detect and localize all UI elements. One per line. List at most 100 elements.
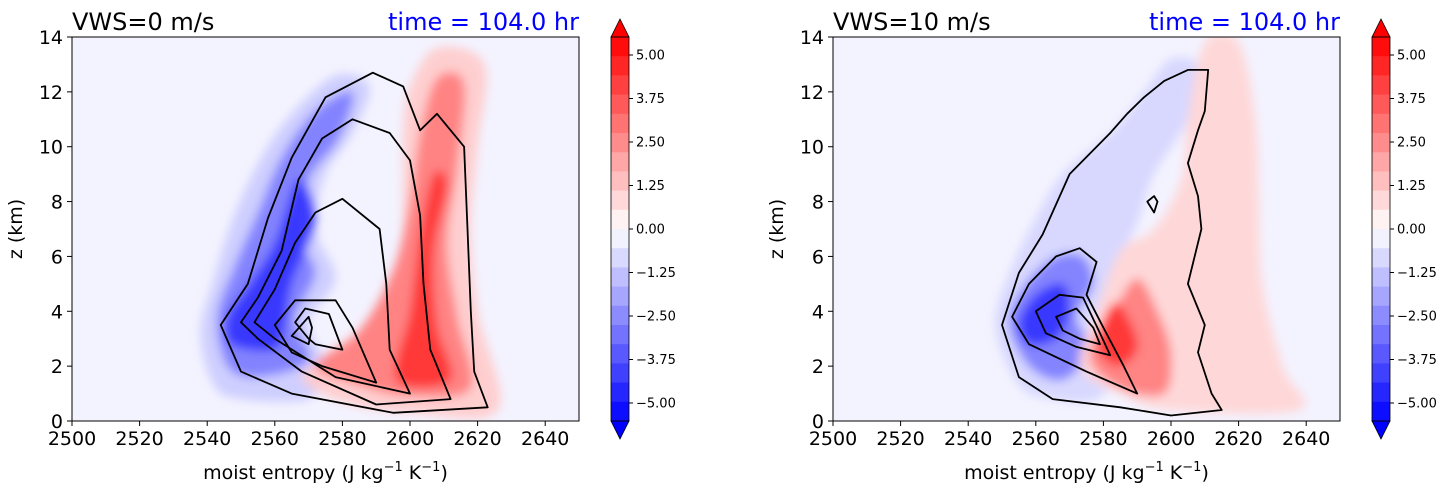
contour-line-2 xyxy=(1034,293,1112,357)
colorbar-tick-label-3: 1.25 xyxy=(636,179,665,194)
y-tick-label-1: 2 xyxy=(812,356,824,378)
colorbar-tick-label-0: 5.00 xyxy=(1397,49,1426,64)
x-tick-label-2: 2540 xyxy=(183,428,231,450)
colorbar-extend-top xyxy=(610,18,630,38)
colorbar-segment-14 xyxy=(611,305,629,326)
x-axis-label-part-3: −1 xyxy=(421,460,440,475)
x-axis-label-part-0: moist entropy (J kg xyxy=(964,462,1144,484)
x-tick-label-1: 2520 xyxy=(876,428,924,450)
contour-line-5 xyxy=(290,315,313,346)
panel-vws-0: 2500 2520 2540 2560 2580 2600 2620 2640 0 2 4 6 8 10 1… xyxy=(5,8,676,484)
panel-vws-10: 2500 2520 2540 2560 2580 2600 2620 2640 0 2 4 6 8 10 1… xyxy=(766,8,1437,484)
x-axis-label: moist entropy (J kg−1 K−1) xyxy=(203,460,448,484)
panel-title: VWS=0 m/s xyxy=(72,8,214,36)
x-tick-label-6: 2620 xyxy=(1214,428,1262,450)
contour-line-1 xyxy=(240,118,452,406)
colorbar-tick-label-2: 2.50 xyxy=(636,136,665,151)
colorbar-segment-7 xyxy=(1372,171,1390,192)
colorbar-segment-2 xyxy=(1372,75,1390,96)
x-tick-label-6: 2620 xyxy=(453,428,501,450)
colorbar-tick-label-4: 0.00 xyxy=(1397,223,1426,238)
x-tick-label-2: 2540 xyxy=(944,428,992,450)
y-tick-label-7: 14 xyxy=(39,27,63,49)
colorbar-tick-label-8: −5.00 xyxy=(1397,397,1437,412)
x-axis-label-part-2: K xyxy=(1164,462,1183,484)
colorbar-segment-8 xyxy=(611,190,629,211)
time-title: time = 104.0 hr xyxy=(388,8,579,36)
colorbar-segment-1 xyxy=(1372,56,1390,76)
colorbar: 5.00 3.75 2.50 1.25 0.00 −1.25 −2.50 −3.75 −5.00 xyxy=(610,18,676,440)
colorbar-tick-label-7: −3.75 xyxy=(1397,353,1437,368)
x-tick-label-7: 2640 xyxy=(1282,428,1330,450)
y-tick-label-3: 6 xyxy=(51,246,63,268)
colorbar-segment-15 xyxy=(611,325,629,345)
contour-lines xyxy=(1001,69,1223,417)
x-tick-label-7: 2640 xyxy=(521,428,569,450)
y-tick-label-0: 0 xyxy=(812,411,824,433)
colorbar-tick-label-5: −1.25 xyxy=(1397,266,1437,281)
colorbar-segment-13 xyxy=(611,286,629,307)
y-tick-label-0: 0 xyxy=(51,411,63,433)
colorbar-tick-label-2: 2.50 xyxy=(1397,136,1426,151)
contour-line-3 xyxy=(1055,307,1101,346)
x-axis-label-part-1: −1 xyxy=(1145,460,1164,475)
x-axis-label-part-4: ) xyxy=(440,462,447,484)
colorbar-tick-label-4: 0.00 xyxy=(636,223,665,238)
x-axis-label-part-2: K xyxy=(403,462,422,484)
colorbar-tick-label-6: −2.50 xyxy=(1397,310,1437,325)
colorbar-segment-9 xyxy=(611,209,629,230)
y-axis-label: z (km) xyxy=(766,199,788,259)
fill-region-5 xyxy=(1096,302,1138,367)
y-tick-label-5: 10 xyxy=(800,137,824,159)
x-tick-label-0: 2500 xyxy=(48,428,96,450)
colorbar-segment-6 xyxy=(611,152,629,172)
colorbar-segment-3 xyxy=(1372,94,1390,115)
y-tick-label-5: 10 xyxy=(39,137,63,159)
colorbar-segment-8 xyxy=(1372,190,1390,211)
colorbar-segment-18 xyxy=(1372,382,1390,403)
colorbar-segment-4 xyxy=(1372,113,1390,134)
contour-line-4 xyxy=(294,307,344,351)
x-axis-label: moist entropy (J kg−1 K−1) xyxy=(964,460,1209,484)
x-tick-label-5: 2600 xyxy=(386,428,434,450)
filled-contour-blur xyxy=(995,37,1306,414)
y-tick-label-2: 4 xyxy=(51,301,63,323)
colorbar-extend-top xyxy=(1371,18,1391,38)
x-tick-label-3: 2560 xyxy=(1012,428,1060,450)
panel-title: VWS=10 m/s xyxy=(833,8,991,36)
colorbar-extend-bottom xyxy=(1371,420,1391,440)
x-tick-label-0: 2500 xyxy=(809,428,857,450)
colorbar-tick-label-6: −2.50 xyxy=(636,310,676,325)
x-axis-label-part-1: −1 xyxy=(384,460,403,475)
colorbar-segment-0 xyxy=(611,37,629,57)
x-tick-label-3: 2560 xyxy=(251,428,299,450)
contour-line-0 xyxy=(1001,69,1223,417)
colorbar-segment-2 xyxy=(611,75,629,96)
y-tick-label-3: 6 xyxy=(812,246,824,268)
colorbar-tick-label-7: −3.75 xyxy=(636,353,676,368)
colorbar-segment-7 xyxy=(611,171,629,192)
y-tick-label-6: 12 xyxy=(800,82,824,104)
y-axis-label: z (km) xyxy=(5,199,27,259)
fill-region-2 xyxy=(225,179,316,351)
colorbar-segment-0 xyxy=(1372,37,1390,57)
x-axis-label-part-4: ) xyxy=(1201,462,1208,484)
y-tick-label-4: 8 xyxy=(51,192,63,214)
colorbar-segment-11 xyxy=(1372,248,1390,268)
colorbar-segment-17 xyxy=(1372,363,1390,384)
colorbar-tick-label-1: 3.75 xyxy=(636,92,665,107)
colorbar-segment-13 xyxy=(1372,286,1390,307)
y-tick-label-1: 2 xyxy=(51,356,63,378)
colorbar-tick-label-0: 5.00 xyxy=(636,49,665,64)
colorbar-segment-1 xyxy=(611,56,629,76)
x-tick-label-4: 2580 xyxy=(1079,428,1127,450)
colorbar-segment-4 xyxy=(611,113,629,134)
colorbar-segment-19 xyxy=(611,401,629,422)
x-tick-label-5: 2600 xyxy=(1147,428,1195,450)
contour-line-0 xyxy=(219,71,489,414)
colorbar-tick-label-5: −1.25 xyxy=(636,266,676,281)
x-tick-label-1: 2520 xyxy=(115,428,163,450)
axes-frame xyxy=(832,36,1341,422)
colorbar-segment-11 xyxy=(611,248,629,268)
